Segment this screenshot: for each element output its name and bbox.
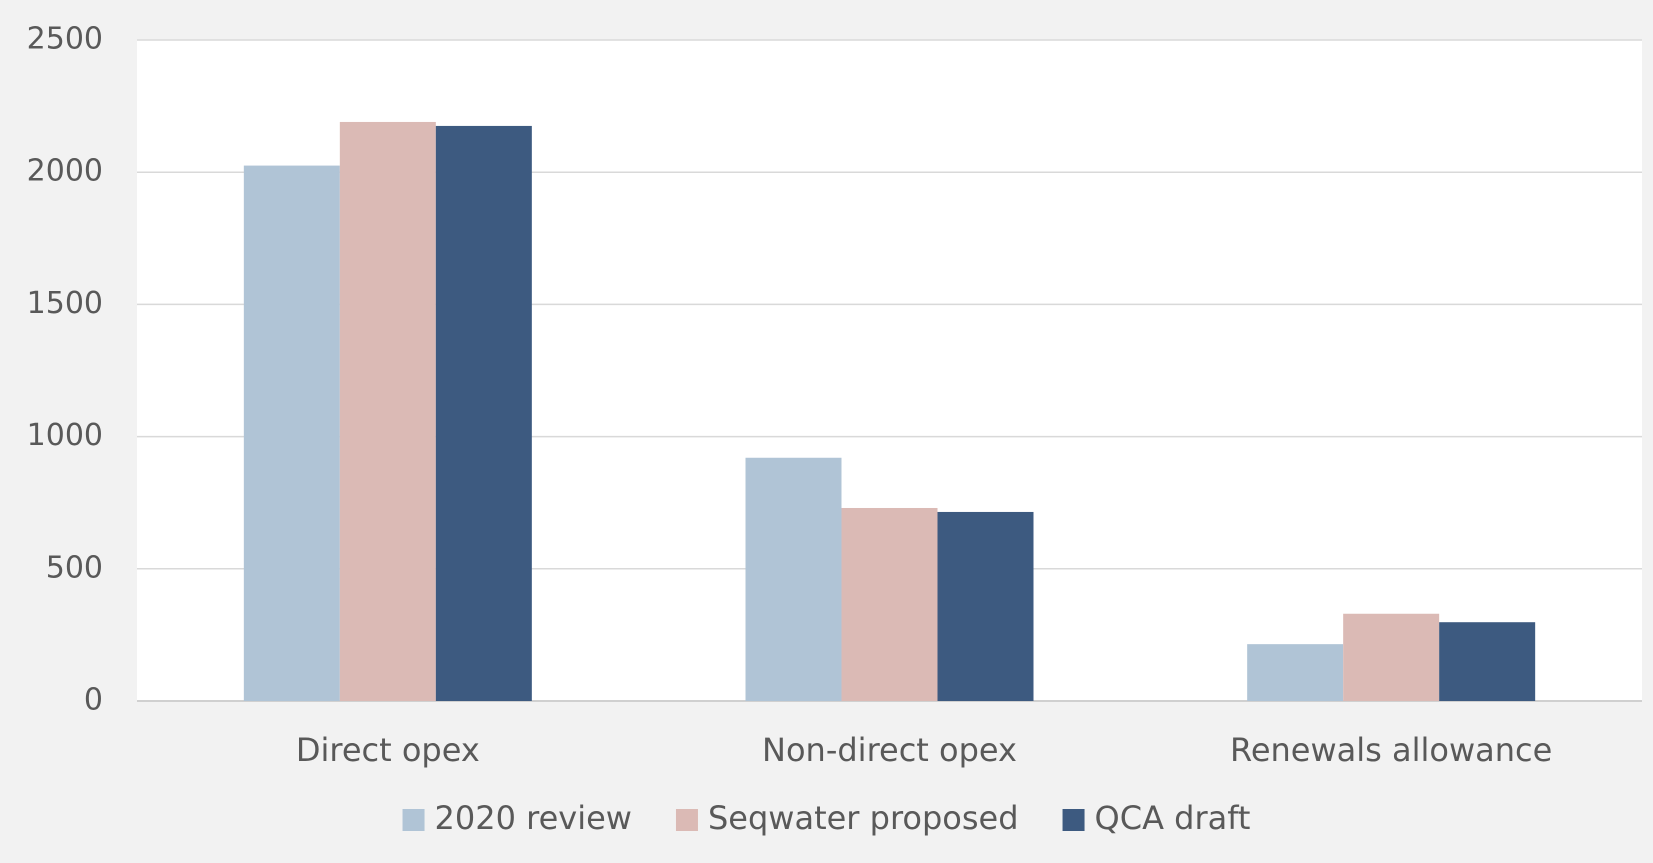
bar-non-direct-opex-2020-review xyxy=(745,457,842,701)
x-axis-category-labels: Direct opex Non-direct opex Renewals allow… xyxy=(296,731,1552,769)
bar-non-direct-opex-qca-draft xyxy=(937,511,1034,701)
legend-label-seqwater-proposed: Seqwater proposed xyxy=(708,799,1019,837)
bar-direct-opex-qca-draft xyxy=(435,125,532,702)
legend-label-2020-review: 2020 review xyxy=(435,799,632,837)
legend-swatch-qca-draft xyxy=(1062,809,1085,831)
bar-renewals-allowance-seqwater-proposed xyxy=(1343,613,1440,701)
y-tick-label-1000: 1000 xyxy=(27,418,103,453)
y-tick-label-500: 500 xyxy=(46,550,103,585)
legend-label-qca-draft: QCA draft xyxy=(1095,799,1251,837)
x-category-label-non-direct-opex: Non-direct opex xyxy=(762,731,1017,769)
y-tick-label-2500: 2500 xyxy=(27,22,103,57)
y-tick-label-1500: 1500 xyxy=(27,286,103,321)
bar-non-direct-opex-seqwater-proposed xyxy=(841,507,938,701)
y-tick-label-2000: 2000 xyxy=(27,154,103,189)
legend-swatch-2020-review xyxy=(402,809,425,831)
bar-direct-opex-seqwater-proposed xyxy=(339,121,436,702)
bar-renewals-allowance-2020-review xyxy=(1247,644,1344,701)
x-category-label-direct-opex: Direct opex xyxy=(296,731,480,769)
legend: 2020 review Seqwater proposed QCA draft xyxy=(402,799,1251,837)
y-tick-label-0: 0 xyxy=(84,683,103,718)
legend-swatch-seqwater-proposed xyxy=(675,809,698,831)
x-category-label-renewals-allowance: Renewals allowance xyxy=(1230,731,1552,769)
bar-renewals-allowance-qca-draft xyxy=(1439,622,1536,701)
bar-direct-opex-2020-review xyxy=(243,165,340,702)
bars xyxy=(243,121,1536,702)
y-axis-tick-labels: 0 500 1000 1500 2000 2500 xyxy=(27,22,103,718)
